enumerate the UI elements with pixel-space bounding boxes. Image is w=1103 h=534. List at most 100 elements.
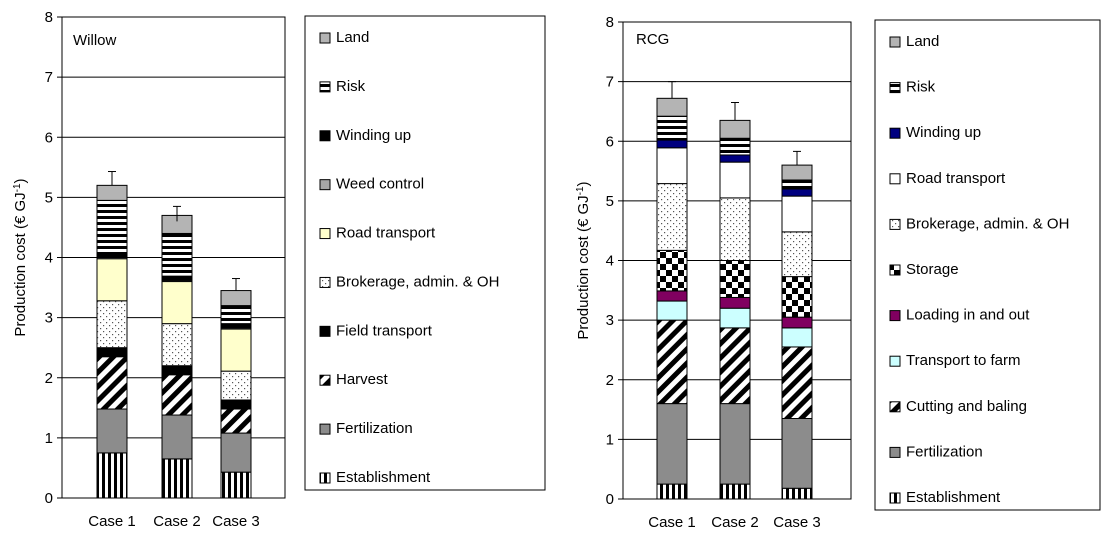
legend-swatch-fertilization xyxy=(319,423,331,435)
legend-item-field-transport: Field transport xyxy=(336,322,433,339)
legend-swatch-land xyxy=(889,36,901,48)
bar-segment-land xyxy=(656,97,688,117)
legend-item-brokerage-admin-oh: Brokerage, admin. & OH xyxy=(336,273,499,290)
bar-segment-harvest xyxy=(220,408,252,434)
legend-item-land: Land xyxy=(906,33,939,50)
legend-swatch-winding-up xyxy=(889,127,901,139)
bar-segment-establishment xyxy=(161,458,193,499)
legend: Land Risk Winding up Road transport Brokerag… xyxy=(874,19,1101,511)
chart-panel-willow: 0 1 2 3 4 5 6 7 8 Production cost (€ GJ-1) Willow C… xyxy=(12,9,546,530)
y-tick-label: 7 xyxy=(606,74,614,91)
legend-item-brokerage-admin-oh: Brokerage, admin. & OH xyxy=(906,215,1069,232)
bar-segment-harvest xyxy=(96,356,128,410)
chart-title: Willow xyxy=(73,32,116,49)
bar-segment-establishment xyxy=(781,487,813,500)
y-tick-label: 6 xyxy=(45,129,53,146)
bar-segment-fertilization xyxy=(719,403,751,485)
bar-segment-fertilization xyxy=(220,432,252,473)
legend-swatch-storage xyxy=(889,264,901,276)
bar-segment-harvest xyxy=(161,374,193,416)
legend-box xyxy=(304,15,546,491)
legend: Land Risk Winding up Weed control Road trans… xyxy=(304,15,546,491)
legend-swatch-weed-control xyxy=(319,179,331,191)
x-tick-label: Case 3 xyxy=(212,513,260,530)
y-tick-label: 7 xyxy=(45,69,53,86)
legend-swatch-road-transport xyxy=(319,228,331,240)
legend-item-weed-control: Weed control xyxy=(336,176,424,193)
bar-segment-storage xyxy=(781,276,813,318)
y-tick-label: 5 xyxy=(606,193,614,210)
bar-segment-brokerage-admin-oh xyxy=(719,197,751,262)
y-tick-label: 1 xyxy=(606,431,614,448)
bar-segment-establishment xyxy=(96,452,128,499)
legend-item-fertilization: Fertilization xyxy=(906,443,983,460)
x-tick-label: Case 1 xyxy=(88,513,136,530)
bar-segment-risk xyxy=(781,179,813,190)
legend-swatch-risk xyxy=(889,82,901,94)
y-tick-label: 4 xyxy=(45,250,53,267)
bar-segment-risk xyxy=(220,305,252,325)
y-tick-label: 8 xyxy=(45,9,53,26)
legend-item-road-transport: Road transport xyxy=(906,170,1006,187)
bar-segment-establishment xyxy=(656,483,688,500)
bar-segment-winding-up xyxy=(161,275,193,281)
legend-swatch-establishment xyxy=(889,492,901,504)
legend-item-loading-in-and-out: Loading in and out xyxy=(906,307,1030,324)
y-tick-label: 4 xyxy=(606,253,614,270)
bar-segment-transport-to-farm xyxy=(719,307,751,329)
bar-segment-establishment xyxy=(220,471,252,499)
legend-swatch-cutting-and-baling xyxy=(889,401,901,413)
bar-segment-loading-in-and-out xyxy=(781,316,813,329)
legend-swatch-land xyxy=(319,32,331,44)
bar-segment-road-transport xyxy=(719,161,751,199)
bar-segment-brokerage-admin-oh xyxy=(220,370,252,401)
legend-item-transport-to-farm: Transport to farm xyxy=(906,352,1020,369)
y-tick-label: 1 xyxy=(45,430,53,447)
y-tick-label: 0 xyxy=(45,490,53,507)
bar-segment-risk xyxy=(96,199,128,254)
legend-item-establishment: Establishment xyxy=(336,469,431,486)
legend-item-establishment: Establishment xyxy=(906,489,1001,506)
bar-segment-fertilization xyxy=(96,408,128,454)
bar-segment-road-transport xyxy=(656,147,688,185)
bar-segment-road-transport xyxy=(96,258,128,302)
bar-segment-storage xyxy=(719,260,751,298)
y-axis-title: Production cost (€ GJ-1) xyxy=(575,181,593,339)
bar-segment-land xyxy=(719,119,751,139)
bar-segment-fertilization xyxy=(656,403,688,485)
legend-item-risk: Risk xyxy=(336,78,366,95)
legend-swatch-loading-in-and-out xyxy=(889,310,901,322)
bar-case-2 xyxy=(719,101,751,500)
bar-segment-land xyxy=(781,164,813,181)
y-tick-label: 5 xyxy=(45,189,53,206)
bar-case-2 xyxy=(161,205,193,499)
legend-item-winding-up: Winding up xyxy=(336,127,411,144)
bar-segment-field-transport xyxy=(96,347,128,358)
legend-box xyxy=(874,19,1101,511)
bar-segment-land xyxy=(220,290,252,307)
bar-segment-risk xyxy=(161,232,193,277)
legend-item-fertilization: Fertilization xyxy=(336,420,413,437)
bar-segment-land xyxy=(96,184,128,201)
bar-case-1 xyxy=(96,171,128,499)
legend-swatch-field-transport xyxy=(319,325,331,337)
bar-segment-transport-to-farm xyxy=(656,300,688,321)
chart-panel-rcg: 0 1 2 3 4 5 6 7 8 Production cost (€ GJ-1) RCG Case… xyxy=(575,14,1101,531)
y-tick-label: 8 xyxy=(606,14,614,31)
y-tick-label: 6 xyxy=(606,133,614,150)
x-tick-label: Case 3 xyxy=(773,514,821,531)
bar-segment-winding-up xyxy=(719,154,751,163)
bar-segment-field-transport xyxy=(161,365,193,376)
bar-segment-storage xyxy=(656,249,688,292)
legend-swatch-winding-up xyxy=(319,130,331,142)
bar-segment-winding-up xyxy=(781,188,813,197)
bar-segment-loading-in-and-out xyxy=(719,296,751,309)
bar-case-3 xyxy=(781,150,813,500)
y-tick-label: 0 xyxy=(606,491,614,508)
y-axis: 0 1 2 3 4 5 6 7 8 xyxy=(606,14,623,508)
bar-segment-winding-up xyxy=(656,139,688,149)
bar-segment-winding-up xyxy=(220,323,252,329)
bar-case-3 xyxy=(220,278,252,499)
y-tick-label: 2 xyxy=(45,370,53,387)
bar-case-1 xyxy=(656,81,688,500)
